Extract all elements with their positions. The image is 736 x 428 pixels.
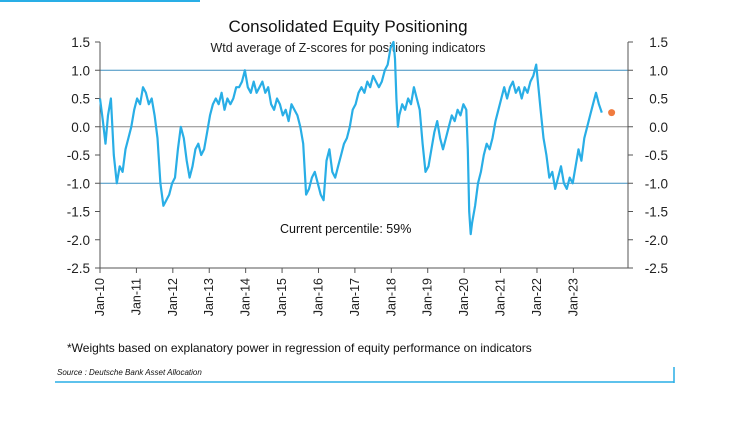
y-axis-right: 1.5 1.0 0.5 0.0 -0.5 -1.0 -1.5 -2.0 -2.5 [628,35,668,276]
y-tick-label-right: -1.5 [645,205,668,220]
x-tick-label: Jan-12 [166,278,180,316]
y-tick-label-left: 0.0 [71,120,90,135]
x-axis: Jan-10 Jan-11 Jan-12 Jan-13 Jan-14 Jan-15 Jan-… [93,268,580,316]
x-tick-label: Jan-16 [311,278,325,316]
y-tick-label-right: -2.5 [645,261,668,276]
x-tick-label: Jan-13 [202,278,216,316]
y-tick-label-right: -1.0 [645,176,668,191]
y-tick-label-right: 1.5 [649,35,668,50]
reference-lines [100,69,628,184]
y-axis-left: 1.5 1.0 0.5 0.0 -0.5 -1.0 -1.5 -2.0 -2.5 [67,35,100,276]
y-tick-label-right: 1.0 [649,63,668,78]
x-tick-label: Jan-18 [384,278,398,316]
y-tick-label-right: 0.5 [649,92,668,107]
y-tick-label-right: -0.5 [645,148,668,163]
x-tick-label: Jan-22 [530,278,544,316]
x-tick-label: Jan-11 [129,278,143,315]
x-tick-label: Jan-17 [348,278,362,316]
series-line [98,40,603,236]
y-tick-label-left: -1.5 [67,205,90,220]
y-tick-label-left: 0.5 [71,92,90,107]
y-tick-label-right: -2.0 [645,233,668,248]
y-tick-label-left: -2.0 [67,233,90,248]
y-tick-label-left: -0.5 [67,148,90,163]
x-tick-label: Jan-10 [93,278,107,316]
y-tick-label-left: -2.5 [67,261,90,276]
x-tick-label: Jan-14 [239,278,253,316]
series [98,40,616,236]
x-tick-label: Jan-20 [457,278,471,316]
x-tick-label: Jan-21 [494,278,508,316]
x-tick-label: Jan-23 [566,278,580,316]
x-tick-label: Jan-15 [275,278,289,316]
y-tick-label-left: 1.0 [71,63,90,78]
footnote: *Weights based on explanatory power in r… [67,341,532,355]
y-tick-label-left: 1.5 [71,35,90,50]
source-note: Source : Deutsche Bank Asset Allocation [57,368,202,377]
chart-title: Consolidated Equity Positioning [228,17,467,36]
x-tick-label: Jan-19 [421,278,435,316]
chart-subtitle: Wtd average of Z-scores for positioning … [210,41,485,55]
y-tick-label-left: -1.0 [67,176,90,191]
current-percentile-annotation: Current percentile: 59% [280,222,411,236]
y-tick-label-right: 0.0 [649,120,668,135]
last-point-marker [608,109,616,117]
